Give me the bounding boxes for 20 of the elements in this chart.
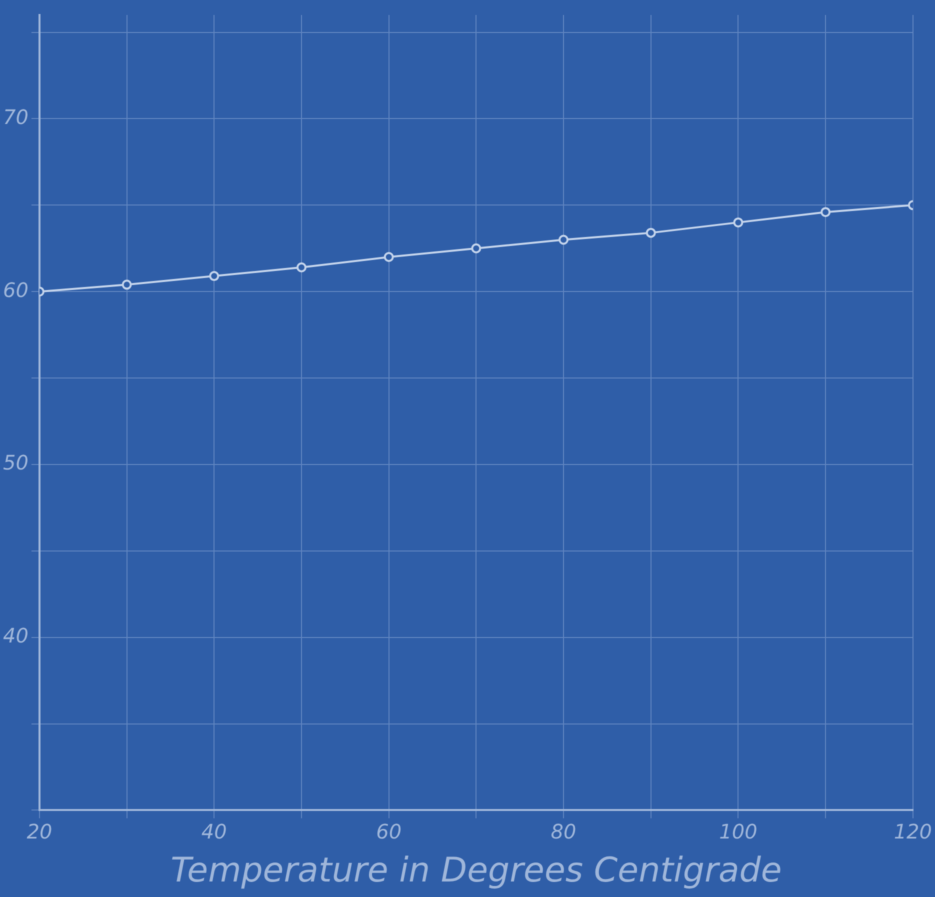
x-tick-label: 100: [719, 819, 758, 844]
point: [820, 207, 831, 218]
point: [733, 217, 744, 228]
x-tick-label: 40: [201, 819, 227, 844]
point: [296, 262, 306, 272]
point: [384, 252, 394, 262]
x-tick-label: 120: [894, 819, 932, 844]
point: [558, 234, 569, 245]
point: [209, 271, 220, 282]
point: [646, 228, 656, 238]
y-tick-label: 60: [2, 278, 28, 302]
y-tick-label: 40: [2, 624, 28, 648]
x-axis-title: Temperature in Degrees Centigrade: [170, 850, 782, 890]
x-tick-label: 20: [26, 819, 52, 844]
y-tick-label: 70: [2, 104, 28, 129]
point: [122, 280, 132, 290]
x-tick-label: 60: [376, 819, 402, 844]
x-tick-label: 80: [550, 819, 576, 844]
y-tick-label: 50: [2, 450, 28, 475]
point: [471, 243, 482, 254]
